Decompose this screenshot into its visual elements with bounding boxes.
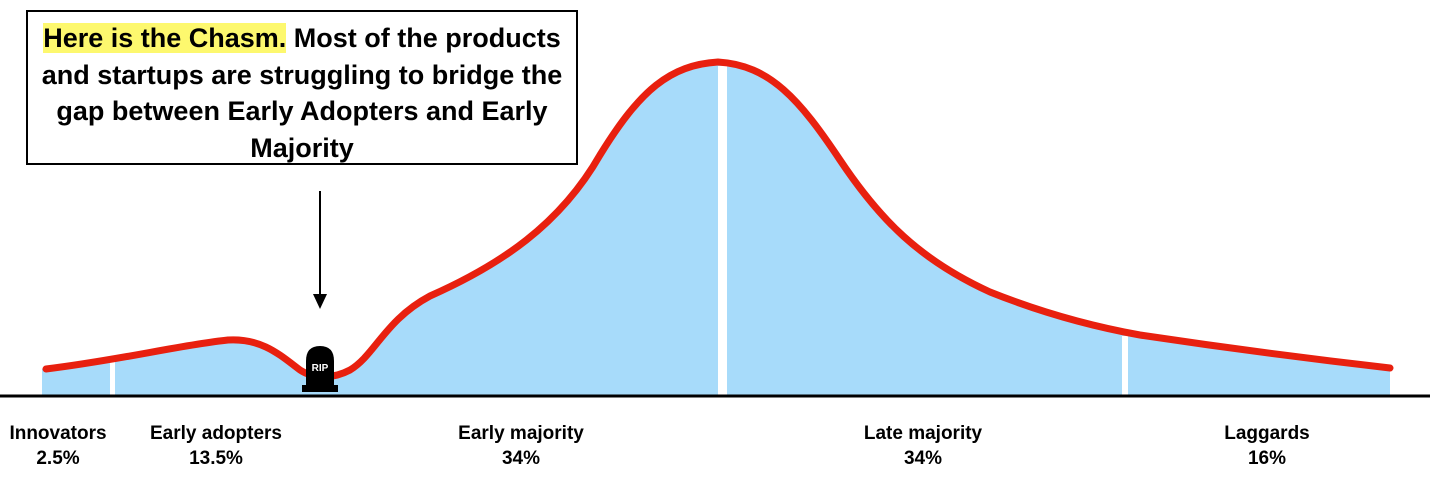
segment-label-laggards: Laggards 16% xyxy=(1224,421,1310,471)
segment-label-early-majority: Early majority 34% xyxy=(458,421,584,471)
adoption-curve-line xyxy=(42,58,1394,381)
callout-highlight-text: Here is the Chasm. xyxy=(43,23,287,53)
divider-late-majority-laggards xyxy=(1122,336,1128,397)
segment-label-late-majority: Late majority 34% xyxy=(864,421,982,471)
segment-percent: 34% xyxy=(501,448,541,469)
segment-name: Innovators xyxy=(9,423,107,444)
divider-early-majority-late-majority xyxy=(718,66,727,397)
segment-name: Early adopters xyxy=(150,423,282,444)
curve-fill-area xyxy=(42,62,1390,395)
tombstone-icon: RIP xyxy=(302,346,338,392)
divider-innovators-early-adopters xyxy=(110,360,115,397)
chasm-callout-box: Here is the Chasm. Most of the products … xyxy=(26,10,578,165)
segment-name: Late majority xyxy=(863,423,983,444)
segment-percent: 13.5% xyxy=(189,448,243,469)
chasm-arrow xyxy=(313,191,327,309)
tombstone-text: RIP xyxy=(312,363,329,374)
segment-percent: 34% xyxy=(903,448,943,469)
segment-label-innovators: Innovators 2.5% xyxy=(9,421,106,471)
segment-label-early-adopters: Early adopters 13.5% xyxy=(150,421,282,471)
segment-name: Laggards xyxy=(1224,423,1310,444)
callout-body-text: Most of the products and startups are st… xyxy=(41,23,563,163)
segment-percent: 2.5% xyxy=(36,448,80,469)
segment-percent: 16% xyxy=(1247,448,1287,469)
segment-name: Early majority xyxy=(458,423,584,444)
